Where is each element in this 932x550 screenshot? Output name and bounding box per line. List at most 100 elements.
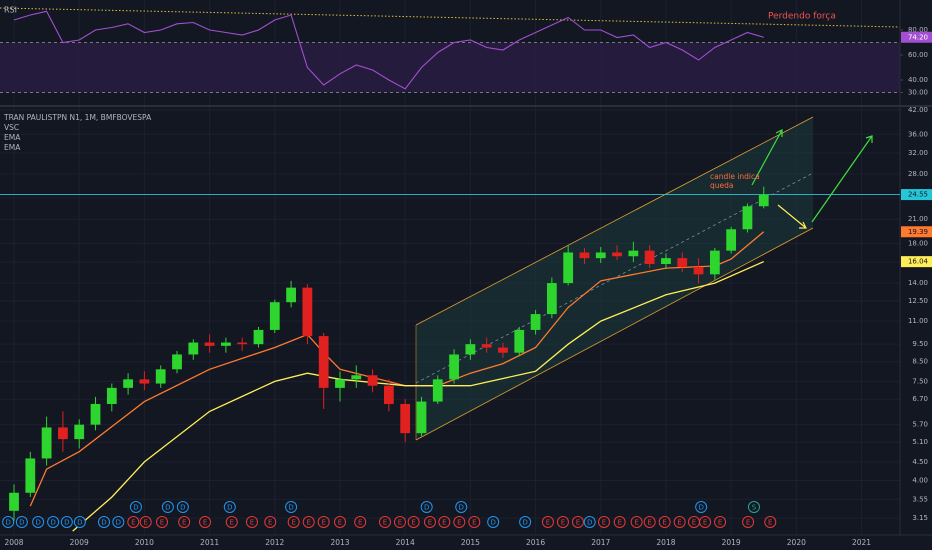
candle-body	[237, 342, 248, 345]
event-marker	[354, 516, 367, 528]
x-tick-label: 2015	[461, 538, 480, 547]
arrow-up	[751, 129, 783, 186]
event-marker	[420, 501, 433, 513]
legend-item: EMA	[4, 143, 21, 152]
event-marker	[112, 516, 125, 528]
event-label: S	[752, 504, 757, 512]
arrow-up-2	[811, 135, 873, 223]
y-tick-label: 3.15	[912, 514, 928, 522]
event-label: D	[64, 519, 69, 527]
candle-body	[498, 347, 508, 353]
candle-body	[351, 375, 362, 380]
y-tick-label: 14.00	[908, 279, 928, 287]
event-marker	[393, 516, 406, 528]
event-label: D	[165, 504, 170, 512]
event-label: E	[718, 519, 722, 527]
y-tick-label: 28.00	[908, 170, 928, 178]
y-tick-label: 36.00	[908, 130, 928, 138]
y-tick-label: 7.50	[912, 377, 928, 385]
event-label: E	[411, 519, 415, 527]
event-label: E	[203, 519, 207, 527]
event-label: E	[617, 519, 621, 527]
event-label: E	[442, 519, 446, 527]
candle-body	[383, 385, 394, 404]
event-label: E	[321, 519, 325, 527]
candle-body	[693, 267, 704, 275]
event-label: E	[576, 519, 580, 527]
y-tick-label: 4.00	[912, 476, 928, 484]
event-label: E	[768, 519, 772, 527]
candle-body	[269, 302, 280, 330]
event-label: D	[424, 504, 429, 512]
event-label: D	[227, 504, 232, 512]
event-marker	[302, 516, 315, 528]
annotation: queda	[710, 181, 734, 190]
y-tick-label: 11.00	[908, 317, 928, 325]
y-tick-label: 42.00	[908, 106, 928, 114]
candle-body	[644, 250, 655, 265]
event-marker	[613, 516, 626, 528]
candle-body	[58, 427, 68, 440]
x-tick-label: 2014	[396, 538, 415, 547]
event-label: E	[383, 519, 387, 527]
event-marker	[453, 516, 466, 528]
event-marker	[245, 516, 258, 528]
candle-body	[546, 283, 557, 315]
candle-body	[302, 287, 313, 337]
y-tick-label: 9.50	[912, 340, 928, 348]
y-tick-label: 32.00	[908, 149, 928, 157]
event-label: E	[398, 519, 402, 527]
event-marker	[598, 516, 611, 528]
candle-body	[579, 252, 590, 259]
rsi-tick-label: 40.00	[908, 76, 928, 84]
event-label: D	[587, 519, 592, 527]
candle-body	[709, 250, 720, 275]
candle-body	[432, 379, 443, 402]
event-label: D	[50, 519, 55, 527]
event-label: E	[457, 519, 461, 527]
event-marker	[423, 516, 436, 528]
legend-item: EMA	[4, 133, 21, 142]
arrow-down	[777, 204, 807, 229]
candle-body	[465, 344, 476, 355]
candle-body	[628, 250, 639, 257]
event-label: E	[634, 519, 638, 527]
event-label: E	[250, 519, 254, 527]
candle-body	[188, 342, 199, 355]
x-tick-label: 2017	[591, 538, 610, 547]
candle-body	[9, 492, 19, 511]
event-label: D	[133, 504, 138, 512]
event-label: E	[677, 519, 681, 527]
event-label: E	[472, 519, 476, 527]
price-tag	[901, 189, 932, 201]
price-tag-label: 24.55	[908, 191, 928, 199]
event-marker	[129, 501, 142, 513]
event-label: E	[230, 519, 234, 527]
candle-body	[758, 194, 769, 207]
candle-body	[661, 258, 671, 265]
event-label: E	[160, 519, 164, 527]
event-marker	[519, 516, 532, 528]
rsi-band	[0, 42, 900, 93]
event-marker	[156, 516, 169, 528]
x-tick-label: 2010	[135, 538, 154, 547]
event-marker	[317, 516, 330, 528]
event-marker	[176, 501, 189, 513]
candle-body	[612, 252, 622, 257]
event-marker	[178, 516, 191, 528]
candle-body	[25, 458, 36, 493]
event-marker	[487, 516, 500, 528]
event-label: D	[522, 519, 527, 527]
rsi-tick-label: 80.00	[908, 26, 928, 34]
rsi-tag	[901, 31, 932, 43]
event-label: E	[338, 519, 342, 527]
event-marker	[714, 516, 727, 528]
event-marker	[742, 516, 755, 528]
candle-body	[139, 379, 150, 384]
y-tick-label: 21.00	[908, 215, 928, 223]
candle-body	[367, 375, 378, 386]
candle-body	[90, 403, 101, 425]
rsi-trendline	[0, 7, 901, 28]
candle-body	[318, 336, 329, 388]
